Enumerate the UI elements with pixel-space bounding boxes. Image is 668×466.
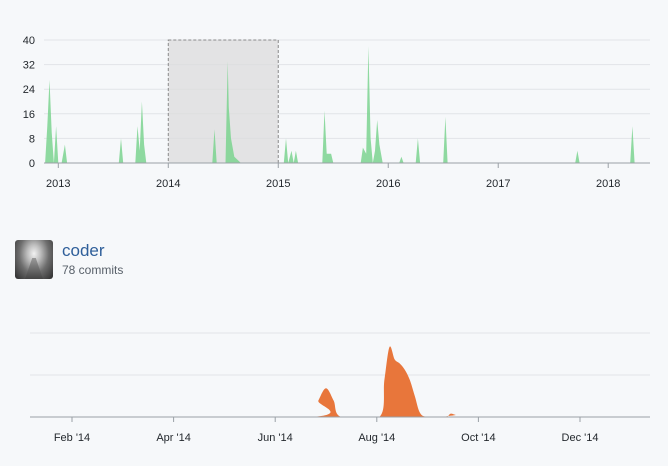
overview-y-tick-label: 40 (23, 35, 35, 47)
overview-grid (44, 39, 650, 139)
overview-y-tick-label: 8 (29, 133, 35, 145)
overview-x-tick-label: 2018 (596, 178, 620, 190)
overview-commit-area (45, 46, 648, 164)
overview-y-axis: 0 8 16 24 32 40 (23, 35, 35, 170)
overview-x-tick-label: 2014 (156, 178, 180, 190)
contributor-grid (30, 332, 650, 376)
overview-y-tick-label: 24 (23, 84, 35, 96)
overview-chart[interactable]: 0 8 16 24 32 40 2013 2014 2015 2016 2017 2018 (0, 0, 668, 200)
overview-y-tick-label: 0 (29, 158, 35, 170)
contributor-x-tick-label: Jun '14 (258, 432, 293, 444)
contributor-x-tick-label: Dec '14 (562, 432, 599, 444)
overview-x-tick-label: 2015 (266, 178, 290, 190)
date-range-selection[interactable] (167, 39, 279, 164)
contributor-x-tick-label: Feb '14 (54, 432, 90, 444)
overview-x-tick-label: 2016 (376, 178, 400, 190)
contributor-x-tick-label: Apr '14 (156, 432, 191, 444)
avatar[interactable] (15, 240, 53, 279)
contributor-x-tick-label: Aug '14 (358, 432, 395, 444)
contributor-commit-area (72, 346, 657, 417)
overview-y-tick-label: 32 (23, 60, 35, 72)
contributor-x-tick-label: Oct '14 (461, 432, 496, 444)
contributor-name-link[interactable]: coder (62, 241, 105, 260)
overview-x-tick-label: 2017 (486, 178, 510, 190)
overview-x-tick-label: 2013 (46, 178, 70, 190)
contributor-chart: Feb '14 Apr '14 Jun '14 Aug '14 Oct '14 Dec '… (30, 332, 657, 444)
contributor-x-axis: Feb '14 Apr '14 Jun '14 Aug '14 Oct '14 Dec '… (54, 417, 599, 444)
overview-y-tick-label: 16 (23, 109, 35, 121)
overview-x-axis: 2013 2014 2015 2016 2017 2018 (46, 163, 620, 190)
commit-count: 78 commits (62, 263, 124, 277)
